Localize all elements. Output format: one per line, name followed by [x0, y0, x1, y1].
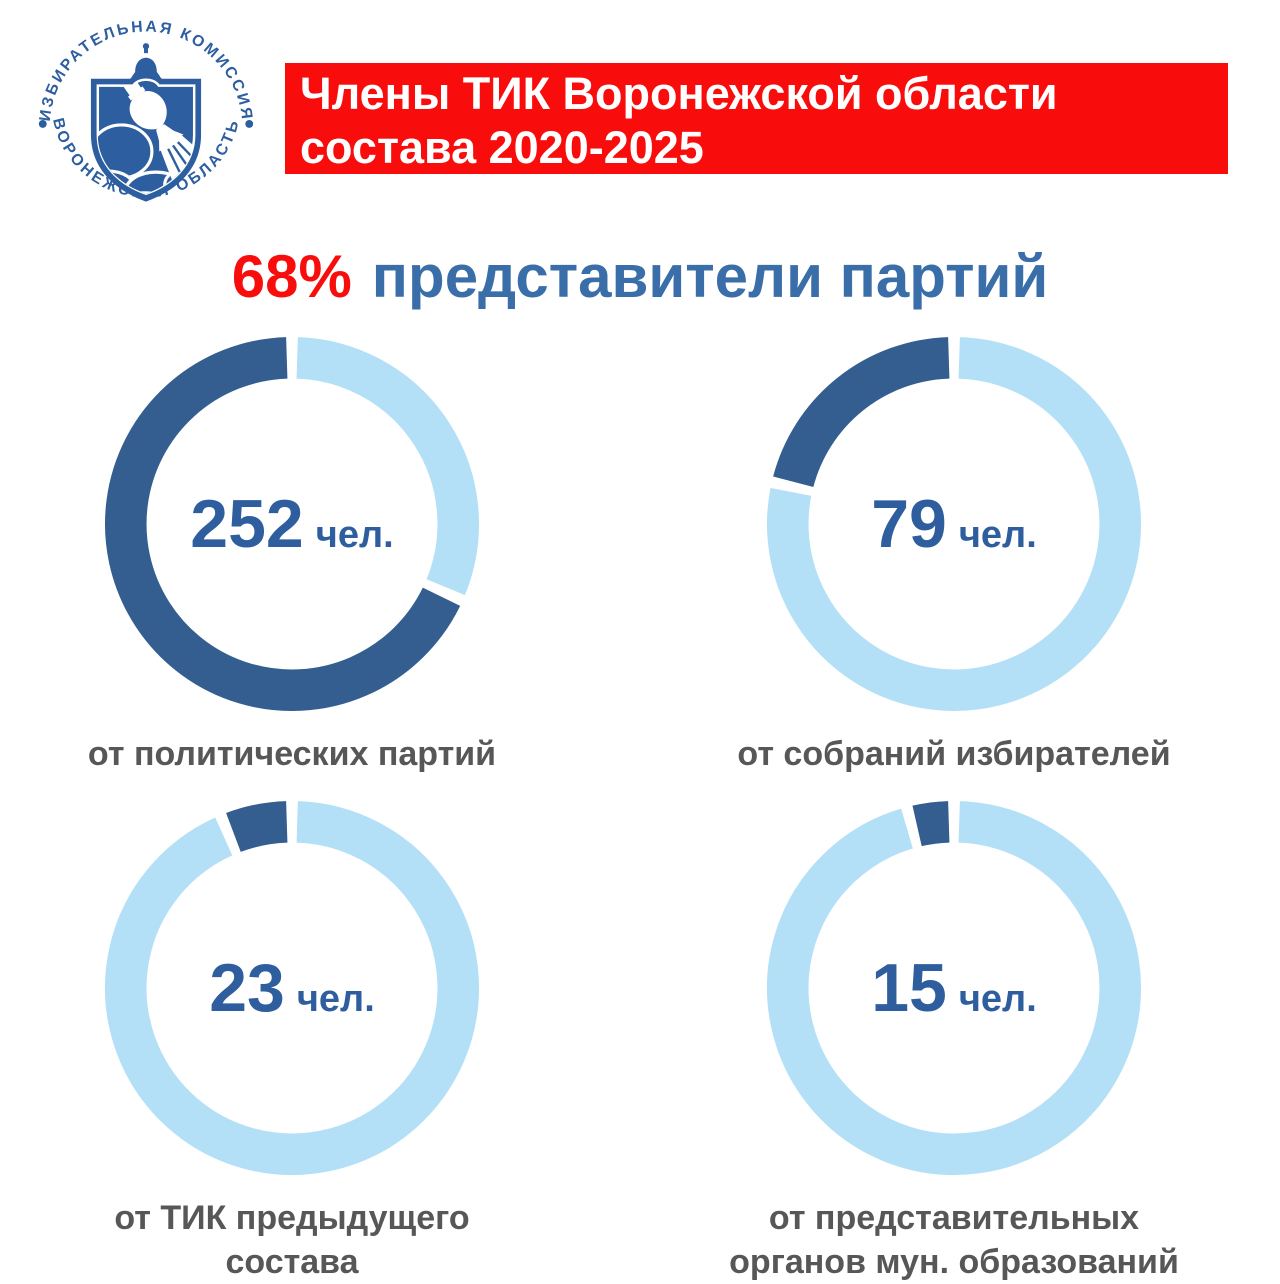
donut-center-label: 79 чел.	[766, 336, 1142, 712]
donut-segment-highlight	[912, 801, 950, 847]
donut-unit: чел.	[958, 978, 1037, 1020]
donut-center-label: 15 чел.	[766, 800, 1142, 1176]
donut-unit: чел.	[958, 514, 1037, 556]
donut-segment-highlight	[104, 337, 461, 711]
title-line-1: Члены ТИК Воронежской области	[300, 68, 1058, 119]
headline: 68% представители партий	[0, 244, 1280, 310]
title-banner: Члены ТИК Воронежской области состава 20…	[285, 63, 1228, 174]
donut-chart: 15 чел.	[766, 800, 1142, 1176]
donut-segment-base	[105, 801, 480, 1175]
donut-caption: от собраний избирателей	[737, 735, 1171, 773]
donut-value: 23	[209, 950, 285, 1026]
donut-caption: от политических партий	[87, 735, 497, 773]
donut-segment-highlight	[773, 337, 950, 488]
donut-segment-base	[767, 337, 1142, 711]
title-line-2: состава 2020-2025	[300, 122, 704, 173]
emblem-dot-left	[38, 120, 47, 128]
donut-grid: 252 чел. от политических партий 79 чел. …	[0, 336, 1280, 1284]
emblem-shield	[90, 72, 202, 202]
donut-value: 79	[871, 486, 947, 562]
emblem-dot-right	[245, 120, 254, 128]
donut-unit: чел.	[315, 514, 394, 556]
donut-unit: чел.	[296, 978, 375, 1020]
donut-ring	[767, 337, 1142, 711]
donut-cell-municipal-bodies: 15 чел. от представительных органов мун.…	[729, 800, 1179, 1284]
donut-center-label: 252 чел.	[104, 336, 480, 712]
donut-cell-previous-tik: 23 чел. от ТИК предыдущего состава	[104, 800, 480, 1284]
donut-ring	[105, 801, 480, 1175]
donut-center-label: 23 чел.	[104, 800, 480, 1176]
donut-segment-highlight	[226, 801, 288, 853]
donut-caption: от представительных органов мун. образов…	[729, 1199, 1179, 1281]
donut-chart: 23 чел.	[104, 800, 480, 1176]
donut-value: 15	[871, 950, 947, 1026]
headline-percent: 68%	[231, 243, 352, 310]
donut-value: 252	[190, 486, 304, 562]
donut-chart: 252 чел.	[104, 336, 480, 712]
donut-segment-base	[296, 337, 479, 596]
donut-cell-voter-assemblies: 79 чел. от собраний избирателей	[737, 336, 1171, 776]
headline-text: представители партий	[371, 243, 1049, 310]
donut-caption: от ТИК предыдущего состава	[114, 1199, 470, 1281]
donut-ring	[766, 801, 1141, 1175]
donut-cell-political-parties: 252 чел. от политических партий	[88, 336, 496, 776]
donut-ring	[104, 337, 479, 711]
donut-chart: 79 чел.	[766, 336, 1142, 712]
emblem-logo: ИЗБИРАТЕЛЬНАЯ КОМИССИЯ ВОРОНЕЖСКАЯ ОБЛАС…	[37, 18, 254, 202]
donut-segment-base	[766, 801, 1141, 1175]
